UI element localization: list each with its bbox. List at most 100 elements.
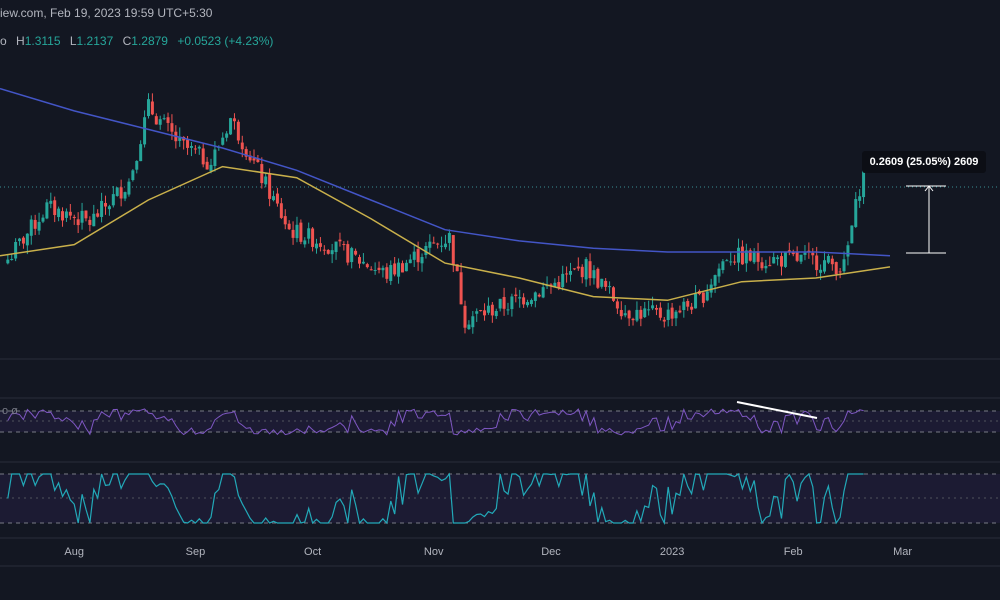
candle (768, 256, 772, 267)
candle (451, 234, 455, 273)
candle (389, 260, 393, 285)
candle (533, 291, 537, 308)
candle (748, 248, 752, 262)
candle (115, 187, 119, 197)
candle (776, 255, 780, 266)
x-tick-label: Nov (424, 546, 444, 558)
candle (615, 298, 619, 314)
candle (33, 214, 37, 236)
high-value: 1.3115 (24, 34, 61, 48)
candle (674, 309, 678, 327)
candle (166, 112, 170, 132)
candle (647, 300, 651, 316)
candle (162, 114, 166, 121)
candle (29, 215, 33, 245)
candle (608, 281, 612, 294)
candle (822, 251, 826, 274)
candle (10, 254, 14, 261)
close-label: C (122, 34, 132, 48)
ohlc-readout: o H1.3115 L1.2137 C1.2879 +0.0523 (+4.23… (0, 34, 273, 48)
candle (686, 298, 690, 311)
candle (64, 208, 68, 222)
stoch-line (7, 472, 864, 526)
candle (670, 302, 674, 327)
candle (408, 254, 412, 264)
candle (549, 283, 553, 294)
candle (584, 257, 588, 287)
candle (850, 225, 854, 244)
candle (146, 93, 150, 119)
candle (756, 242, 760, 271)
candle (498, 298, 502, 312)
candle (287, 220, 291, 231)
candle (795, 246, 799, 263)
x-tick-label: Feb (784, 546, 803, 558)
candle (84, 210, 88, 222)
candle (639, 306, 643, 327)
candle (682, 297, 686, 318)
candle (440, 236, 444, 253)
x-tick-label: 2023 (660, 546, 684, 558)
candle (428, 234, 432, 254)
candle (354, 248, 358, 256)
candle (377, 261, 381, 274)
candle (510, 293, 514, 317)
candle (787, 242, 791, 256)
candle (53, 196, 57, 223)
candle (651, 296, 655, 311)
candle (463, 300, 467, 334)
candle (604, 278, 608, 291)
candle (725, 258, 729, 262)
candle (209, 158, 213, 174)
x-tick-label: Dec (541, 546, 561, 558)
divergence-trendline[interactable] (736, 401, 818, 419)
candle (580, 264, 584, 284)
candle (334, 241, 338, 260)
candle (436, 242, 440, 249)
candle (561, 265, 565, 291)
candle (400, 260, 404, 273)
price-range-measure[interactable] (906, 185, 946, 254)
candle (412, 245, 416, 267)
candle (303, 237, 307, 248)
candle (268, 168, 272, 207)
candle (197, 145, 201, 155)
x-tick-label: Aug (64, 546, 84, 558)
candle (611, 286, 615, 302)
close-value: 1.2879 (131, 34, 168, 48)
moving-average-long (0, 87, 891, 257)
chart-header: iew.com, Feb 19, 2023 19:59 UTC+5:30 (0, 6, 212, 20)
candle (342, 241, 346, 251)
candle (709, 278, 713, 298)
candle (123, 191, 127, 202)
x-tick-label: Oct (304, 546, 321, 558)
candle (420, 253, 424, 272)
candle (135, 160, 139, 174)
candle (275, 187, 279, 207)
candle (791, 249, 795, 257)
candle (404, 259, 408, 272)
candle (315, 238, 319, 254)
candle (764, 259, 768, 274)
candle (760, 257, 764, 271)
candle (623, 305, 627, 318)
candle (272, 190, 276, 202)
candle (295, 216, 299, 243)
source-timestamp: iew.com, Feb 19, 2023 19:59 UTC+5:30 (0, 6, 213, 20)
candle (717, 263, 721, 283)
change-value: +0.0523 (+4.23%) (177, 34, 274, 48)
candle (365, 262, 369, 269)
candle (506, 302, 510, 315)
candle (158, 115, 162, 130)
candle (397, 258, 401, 284)
candle (18, 237, 22, 246)
candle (189, 141, 193, 157)
candle (479, 309, 483, 312)
candle (14, 238, 18, 262)
candle (842, 251, 846, 274)
measure-readout: 0.2609 (25.05%) 2609 (862, 151, 986, 173)
candle (662, 316, 666, 328)
x-tick-label: Mar (893, 546, 912, 558)
candle (592, 265, 596, 285)
